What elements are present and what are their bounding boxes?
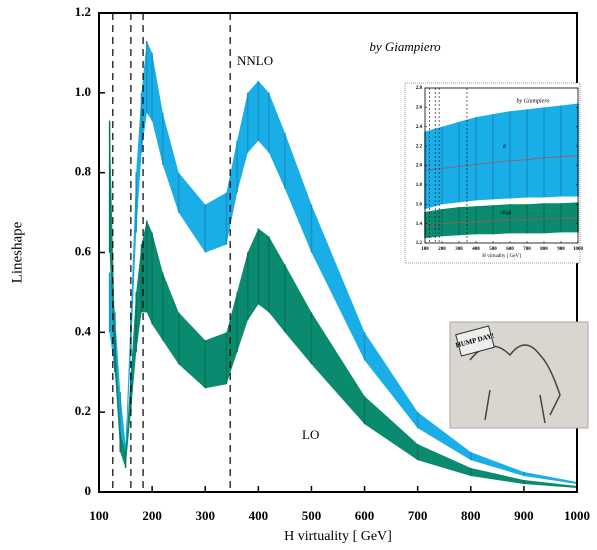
series-label: LO bbox=[302, 427, 319, 442]
y-tick-label: 1.4 bbox=[416, 222, 423, 227]
x-tick-label: 500 bbox=[489, 247, 497, 252]
x-tick-label: 200 bbox=[142, 508, 162, 523]
y-tick-label: 0 bbox=[85, 483, 92, 498]
x-tick-label: 600 bbox=[355, 508, 375, 523]
series-label: √Kgg bbox=[500, 210, 512, 216]
y-tick-label: 2.0 bbox=[416, 164, 423, 169]
y-tick-label: 2.6 bbox=[416, 106, 423, 111]
x-tick-label: 300 bbox=[455, 247, 463, 252]
x-tick-label: 900 bbox=[557, 247, 565, 252]
x-axis-label: H virtuality [ GeV] bbox=[482, 254, 521, 259]
band bbox=[425, 103, 578, 210]
x-tick-label: 1000 bbox=[564, 508, 590, 523]
x-tick-label: 1000 bbox=[573, 247, 584, 252]
series-label: NNLO bbox=[237, 53, 273, 68]
x-tick-label: 400 bbox=[249, 508, 269, 523]
y-tick-label: 1.8 bbox=[416, 183, 423, 188]
y-tick-label: 0.6 bbox=[75, 243, 92, 258]
y-tick-label: 2.4 bbox=[416, 125, 423, 130]
x-tick-label: 900 bbox=[514, 508, 534, 523]
x-tick-label: 700 bbox=[523, 247, 531, 252]
photo: HUMP DAY! bbox=[449, 321, 589, 429]
x-tick-label: 600 bbox=[506, 247, 514, 252]
y-tick-label: 2.2 bbox=[416, 144, 423, 149]
x-tick-label: 500 bbox=[302, 508, 322, 523]
band bbox=[109, 40, 577, 485]
y-tick-label: 1.0 bbox=[75, 84, 91, 99]
x-tick-label: 200 bbox=[438, 247, 446, 252]
x-tick-label: 100 bbox=[89, 508, 109, 523]
y-tick-label: 0.4 bbox=[75, 323, 92, 338]
y-tick-label: 1.6 bbox=[416, 202, 423, 207]
signature: by Giampiero bbox=[517, 98, 550, 104]
series-label: K bbox=[502, 145, 507, 150]
y-tick-label: 1.2 bbox=[416, 241, 423, 246]
y-tick-label: 0.8 bbox=[75, 164, 92, 179]
x-tick-label: 400 bbox=[472, 247, 480, 252]
y-axis-label: Lineshape bbox=[9, 221, 25, 283]
x-tick-label: 300 bbox=[195, 508, 215, 523]
central-line bbox=[424, 155, 579, 171]
central-line bbox=[424, 217, 579, 226]
inset-chart: K √Kgg 1.2 1.4 1.6 1.8 2.0 2.2 2.4 2.6 2.8 100 200 30… bbox=[404, 82, 584, 264]
signature: by Giampiero bbox=[369, 39, 441, 54]
x-tick-label: 800 bbox=[540, 247, 548, 252]
x-tick-label: 100 bbox=[421, 247, 429, 252]
x-tick-label: 700 bbox=[408, 508, 428, 523]
y-tick-label: 1.2 bbox=[75, 4, 91, 19]
y-tick-label: 2.8 bbox=[416, 86, 423, 91]
y-tick-label: 0.2 bbox=[75, 403, 91, 418]
sign bbox=[455, 325, 495, 357]
x-tick-label: 800 bbox=[461, 508, 481, 523]
x-axis-label: H virtuality [ GeV] bbox=[284, 529, 392, 544]
